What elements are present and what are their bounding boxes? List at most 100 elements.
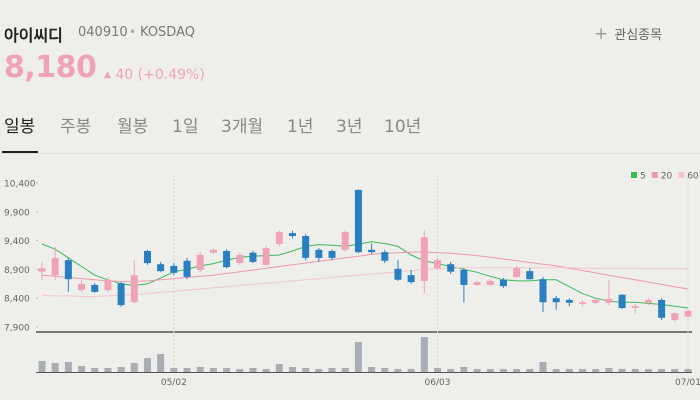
volume-bar xyxy=(209,368,217,372)
candle-body xyxy=(209,249,217,253)
volume-bar xyxy=(513,369,521,372)
volume-bar xyxy=(407,369,415,372)
volume-bar xyxy=(644,369,652,372)
volume-bar xyxy=(486,369,494,372)
period-tab[interactable]: 주봉 xyxy=(60,117,92,137)
period-tab[interactable]: 일봉 xyxy=(4,117,36,137)
change: ▲ 40 (+0.49%) xyxy=(104,67,205,83)
candle-body xyxy=(302,235,310,258)
divider xyxy=(0,153,700,154)
candle-body xyxy=(539,279,547,303)
candle-body xyxy=(407,275,415,283)
candle-body xyxy=(473,282,481,285)
volume-bar xyxy=(658,369,666,372)
volume-bar xyxy=(275,364,283,372)
volume-bar xyxy=(170,368,178,372)
volume-bar xyxy=(288,367,296,372)
tab-underline xyxy=(2,151,38,153)
volume-bar xyxy=(618,369,626,372)
legend-swatch xyxy=(678,172,685,178)
candle-body xyxy=(236,255,244,264)
candle-body xyxy=(78,283,86,291)
volume-bar xyxy=(565,369,573,372)
volume-bar xyxy=(341,368,349,372)
y-tick-label: 10,400 xyxy=(4,180,36,190)
candle-body xyxy=(143,250,151,264)
candle-body xyxy=(526,271,534,280)
volume-bar xyxy=(684,369,692,372)
period-tab[interactable]: 10년 xyxy=(384,117,422,137)
volume-bar xyxy=(78,366,86,372)
candle-body xyxy=(565,299,573,303)
period-tab[interactable]: 월봉 xyxy=(117,117,149,137)
candle-body xyxy=(117,283,125,306)
volume-bar xyxy=(539,362,547,372)
volume-bar xyxy=(631,369,639,372)
legend-label: 60 xyxy=(687,172,699,182)
volume-bar xyxy=(328,368,336,372)
candle-body xyxy=(671,313,679,321)
candle-body xyxy=(447,264,455,272)
volume-bar xyxy=(592,369,600,372)
volume-bar xyxy=(460,367,468,372)
candle-body xyxy=(38,268,46,272)
period-tab[interactable]: 1년 xyxy=(287,117,314,137)
price: 8,180 xyxy=(4,50,97,85)
stock-code: 040910 xyxy=(78,25,128,40)
candle-body xyxy=(605,298,613,303)
change-percent: (+0.49%) xyxy=(137,67,205,83)
period-tab[interactable]: 1일 xyxy=(172,117,199,137)
y-tick-label: 9,900 xyxy=(4,208,30,218)
candle-body xyxy=(579,302,587,304)
volume-bar xyxy=(315,369,323,372)
volume-bar xyxy=(579,369,587,372)
candle-body xyxy=(157,264,165,272)
candle-body xyxy=(394,268,402,280)
y-tick-label: 9,400 xyxy=(4,237,30,247)
candle-body xyxy=(513,268,521,277)
volume-bar xyxy=(447,369,455,372)
volume-bar xyxy=(91,368,99,372)
candle-body xyxy=(552,298,560,303)
period-tab[interactable]: 3년 xyxy=(336,117,363,137)
stock-name: 아이씨디 xyxy=(4,26,63,45)
volume-bar xyxy=(605,368,613,372)
market: KOSDAQ xyxy=(140,25,195,40)
moving-average-line xyxy=(41,251,689,290)
volume-bar xyxy=(381,368,389,372)
candle-body xyxy=(381,252,389,261)
volume-bar xyxy=(117,367,125,372)
volume-bar xyxy=(552,369,560,372)
volume-bar xyxy=(130,363,138,372)
candle-body xyxy=(51,257,59,276)
volume-bar xyxy=(473,369,481,372)
watchlist-label: 관심종목 xyxy=(614,28,663,43)
y-tick-label: 8,400 xyxy=(4,295,30,305)
volume-bar xyxy=(223,368,231,372)
moving-average-line xyxy=(41,267,688,297)
candle-body xyxy=(368,249,376,253)
candle-body xyxy=(262,248,270,265)
x-tick-label: 07/01 xyxy=(675,378,700,388)
volume-bar xyxy=(38,361,46,372)
candle-body xyxy=(631,306,639,308)
candle-body xyxy=(460,269,468,285)
y-tick-label: 7,900 xyxy=(4,324,30,334)
legend-label: 20 xyxy=(661,172,673,182)
candle-body xyxy=(275,231,283,245)
volume-bar xyxy=(434,368,442,372)
candle-body xyxy=(499,279,507,287)
volume-bar xyxy=(249,368,257,372)
volume-bar xyxy=(420,337,428,372)
period-tab[interactable]: 3개월 xyxy=(221,117,264,137)
volume-bar xyxy=(157,354,165,372)
candle-body xyxy=(486,280,494,285)
candle-body xyxy=(183,260,191,277)
watchlist-button[interactable]: + 관심종목 xyxy=(594,24,663,44)
volume-bar xyxy=(236,369,244,372)
candle-body xyxy=(130,275,138,303)
candle-body xyxy=(354,189,362,253)
volume-bar xyxy=(368,367,376,372)
